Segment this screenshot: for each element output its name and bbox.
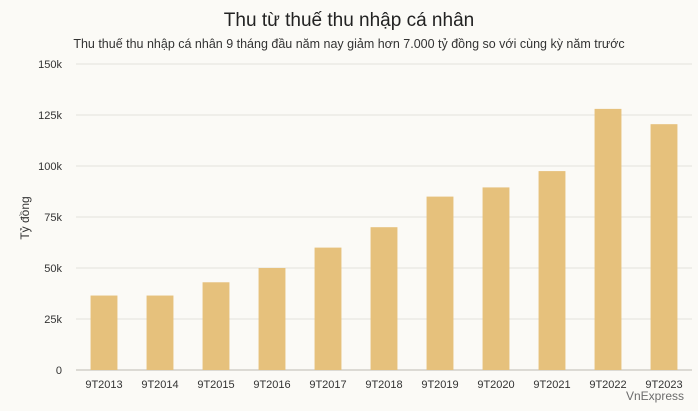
x-tick-label: 9T2014 bbox=[141, 379, 178, 391]
bar-9T2018[interactable] bbox=[370, 227, 398, 370]
y-tick-label: 100k bbox=[38, 161, 62, 173]
x-tick-label: 9T2015 bbox=[197, 379, 234, 391]
chart-subtitle: Thu thuế thu nhập cá nhân 9 tháng đầu nă… bbox=[73, 37, 625, 51]
x-tick-label: 9T2021 bbox=[533, 379, 570, 391]
x-tick-label: 9T2017 bbox=[309, 379, 346, 391]
y-tick-label: 0 bbox=[56, 365, 62, 377]
bar-9T2022[interactable] bbox=[594, 108, 622, 370]
bar-9T2014[interactable] bbox=[146, 295, 174, 370]
bar-9T2017[interactable] bbox=[314, 247, 342, 370]
x-tick-label: 9T2016 bbox=[253, 379, 290, 391]
x-tick-label: 9T2019 bbox=[421, 379, 458, 391]
chart-title: Thu từ thuế thu nhập cá nhân bbox=[223, 10, 475, 31]
y-tick-label: 150k bbox=[38, 59, 62, 71]
x-tick-label: 9T2018 bbox=[365, 379, 402, 391]
bar-9T2019[interactable] bbox=[426, 196, 454, 370]
x-axis-ticks: 9T2013 9T2014 9T2015 9T2016 9T2017 9T2018 9T20… bbox=[85, 379, 682, 391]
watermark-logo: VnExpress bbox=[626, 389, 684, 403]
x-tick-label: 9T2022 bbox=[589, 379, 626, 391]
x-tick-label: 9T2020 bbox=[477, 379, 514, 391]
x-tick-label: 9T2013 bbox=[85, 379, 122, 391]
bar-9T2015[interactable] bbox=[202, 282, 230, 370]
y-tick-label: 25k bbox=[44, 314, 62, 326]
bar-9T2013[interactable] bbox=[90, 295, 118, 370]
bars bbox=[90, 108, 678, 371]
y-axis-label: Tỷ đồng bbox=[18, 196, 32, 239]
bar-9T2020[interactable] bbox=[482, 187, 510, 370]
y-tick-label: 75k bbox=[44, 212, 62, 224]
bar-9T2016[interactable] bbox=[258, 268, 286, 370]
grid-lines bbox=[76, 63, 692, 371]
x-tick-label: 9T2023 bbox=[645, 379, 682, 391]
y-tick-label: 125k bbox=[38, 110, 62, 122]
y-axis-ticks: 0 25k 50k 75k 100k 125k 150k bbox=[38, 59, 62, 377]
bar-9T2021[interactable] bbox=[538, 171, 566, 370]
bar-9T2023[interactable] bbox=[650, 124, 678, 371]
y-tick-label: 50k bbox=[44, 263, 62, 275]
